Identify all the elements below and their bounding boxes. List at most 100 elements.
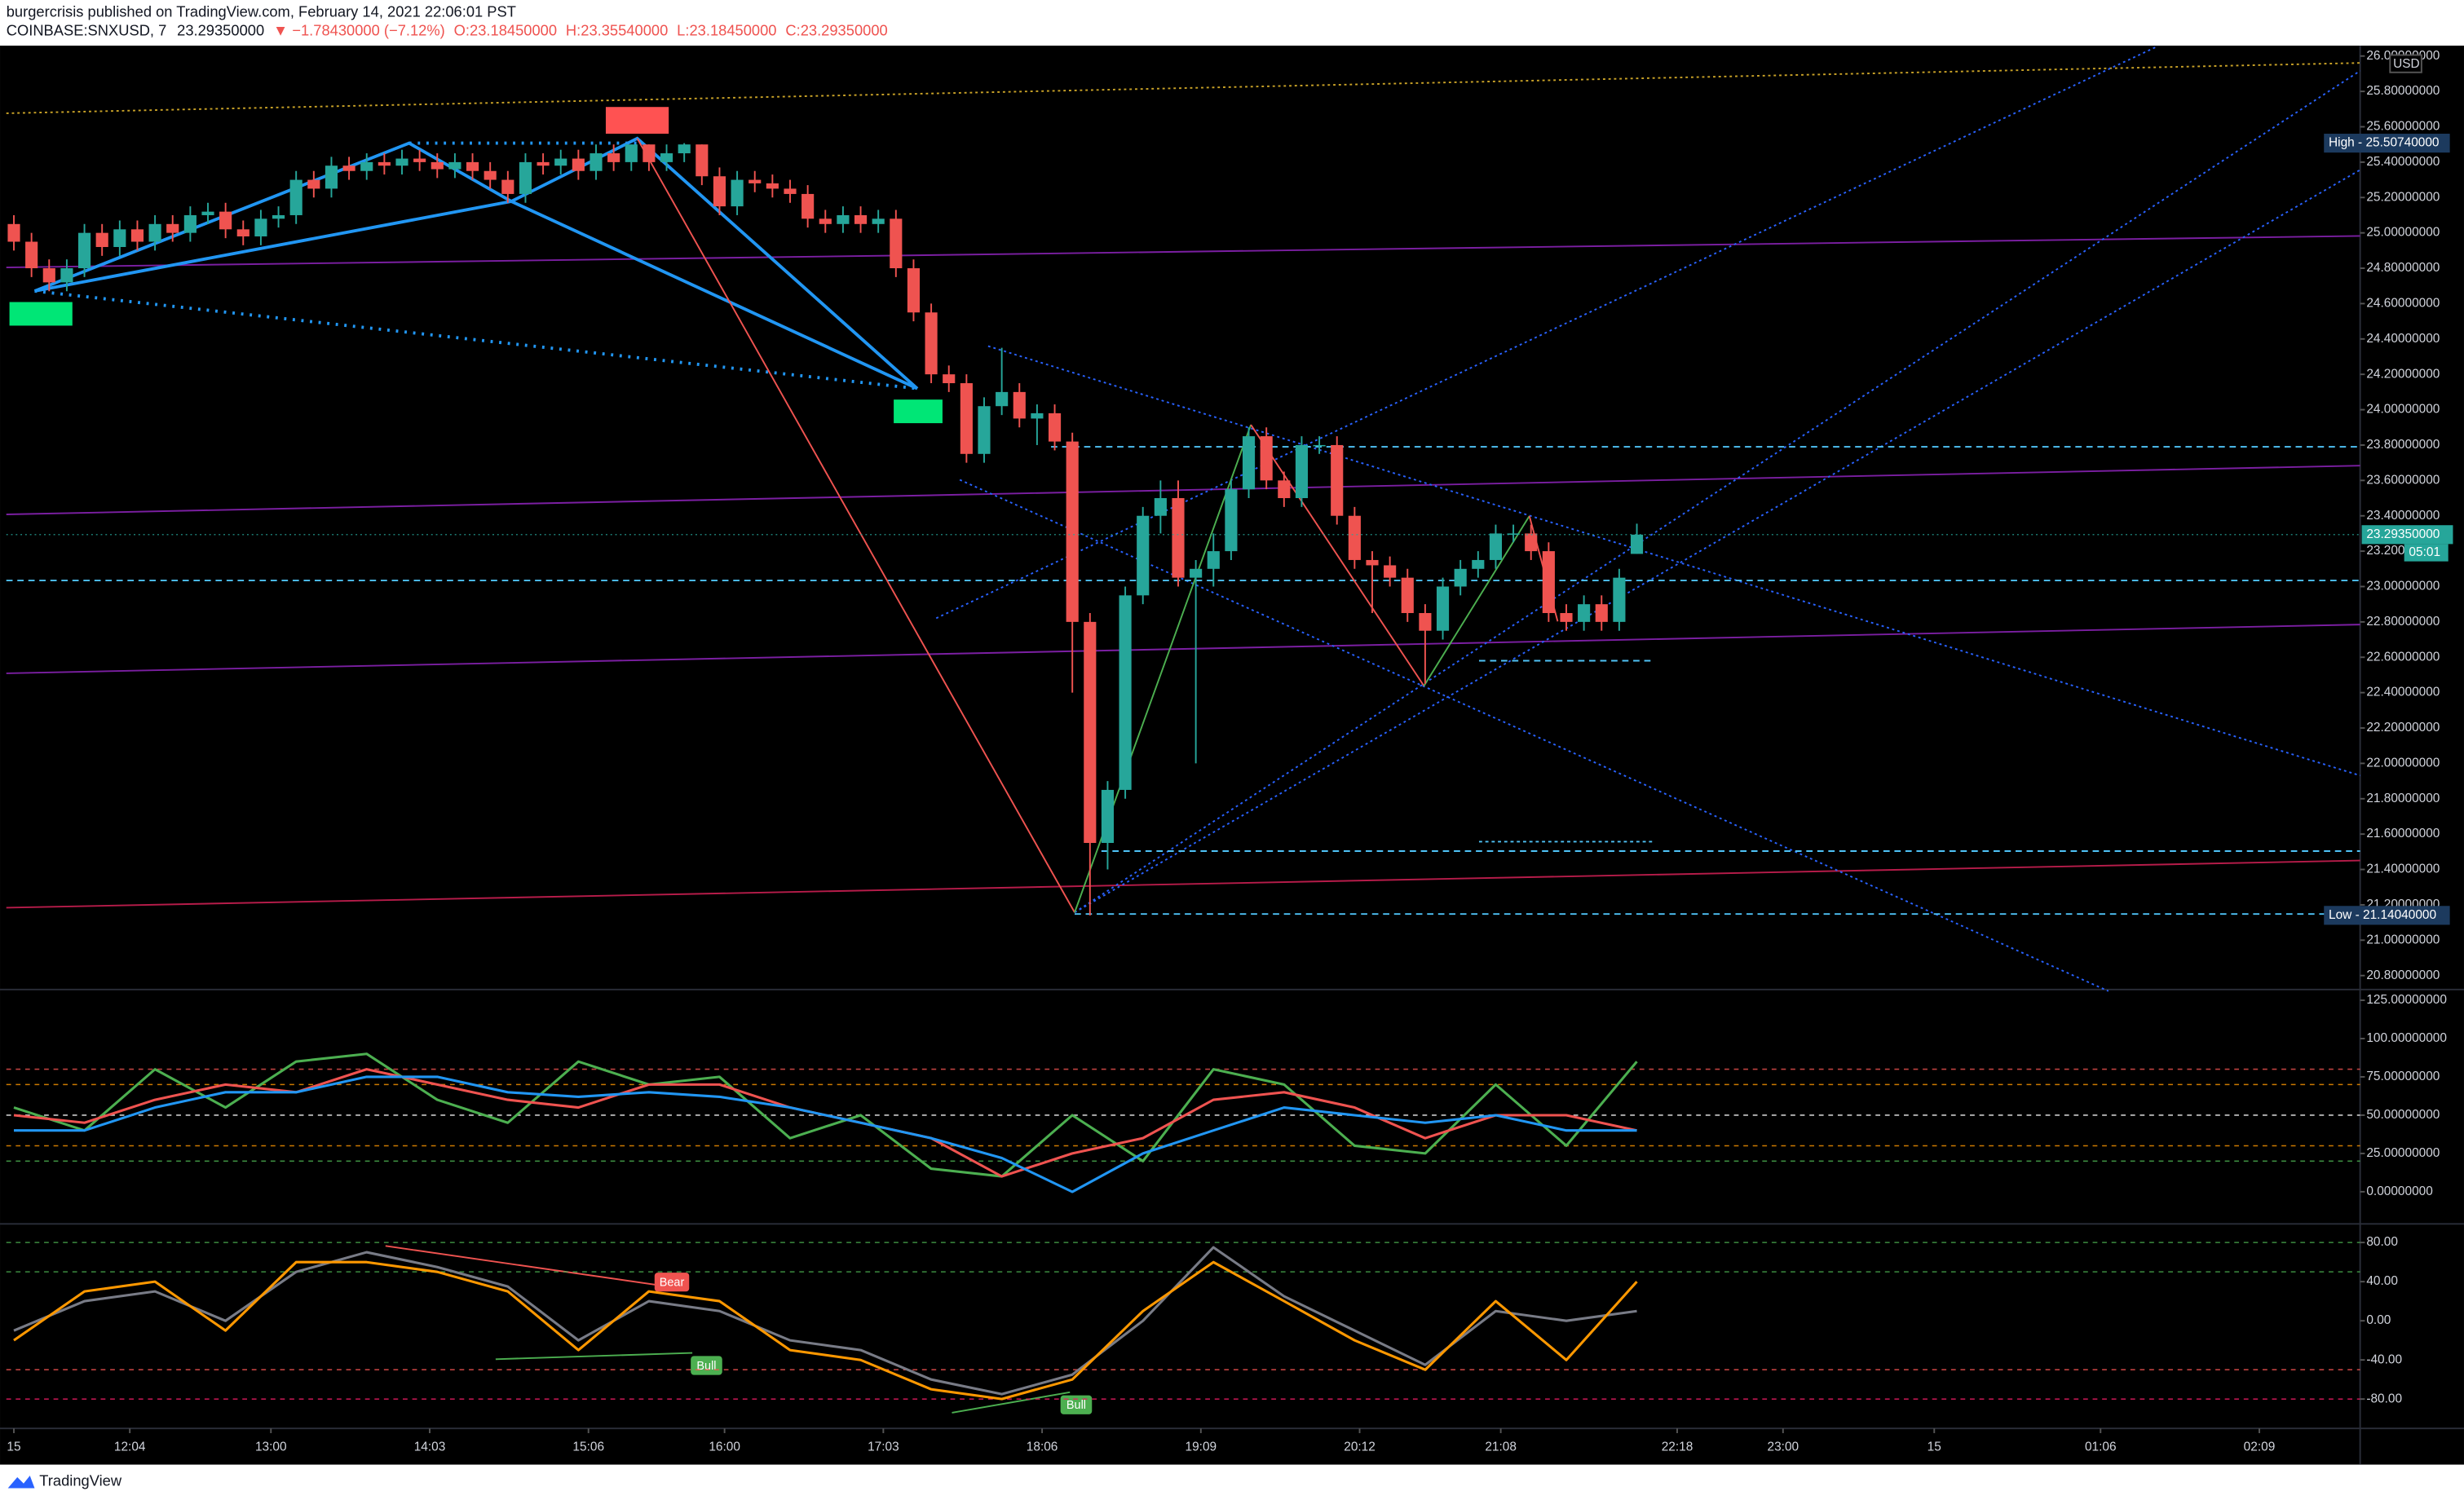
y-tick-label: -80.00 <box>2366 1392 2402 1405</box>
y-tick-label: 24.80000000 <box>2366 261 2440 275</box>
candle-body <box>1225 489 1238 552</box>
y-tick-label: 125.00000000 <box>2366 993 2447 1007</box>
candle-body <box>1260 436 1273 481</box>
x-tick-label: 16:00 <box>709 1440 740 1454</box>
candle-body <box>1384 565 1397 578</box>
candle-body <box>431 161 444 170</box>
y-tick-label: 21.60000000 <box>2366 827 2440 840</box>
candle-body <box>978 406 991 454</box>
x-tick-label: 15 <box>7 1440 20 1454</box>
y-tick-label: 23.00000000 <box>2366 580 2440 593</box>
y-tick-label: 24.20000000 <box>2366 367 2440 381</box>
candle-body <box>272 214 285 219</box>
candle-body <box>201 211 214 215</box>
y-tick-label: 75.00000000 <box>2366 1070 2440 1083</box>
chart-bg <box>0 45 2464 1465</box>
candle-body <box>1084 621 1097 844</box>
channel-line <box>935 46 2157 620</box>
candle-body <box>130 229 144 242</box>
y-tick-label: 100.00000000 <box>2366 1031 2447 1045</box>
x-tick-label: 18:06 <box>1027 1440 1058 1454</box>
harmonic-pattern <box>34 199 918 390</box>
candle-body <box>413 158 426 162</box>
divergence-line <box>952 1391 1071 1414</box>
x-tick-label: 21:08 <box>1485 1440 1517 1454</box>
marker-box <box>605 107 669 135</box>
publisher-line: burgercrisis published on TradingView.co… <box>7 2 516 20</box>
candle-body <box>854 214 868 224</box>
candle-body <box>801 193 815 219</box>
candle-body <box>166 223 179 233</box>
close: C:23.29350000 <box>785 21 887 38</box>
candle-body <box>25 241 38 269</box>
candle-body <box>766 183 779 189</box>
candle-body <box>1348 515 1361 560</box>
y-tick-label: 0.00000000 <box>2366 1185 2432 1198</box>
low-box <box>2324 906 2450 925</box>
currency-box <box>2389 54 2422 73</box>
candle-body <box>784 188 797 194</box>
candle-body <box>60 268 73 283</box>
y-tick-label: 23.60000000 <box>2366 473 2440 487</box>
y-tick-label: 21.40000000 <box>2366 862 2440 876</box>
candle-body <box>1401 577 1414 614</box>
harmonic-dotted <box>34 289 918 390</box>
candle-body <box>572 158 585 171</box>
candle-body <box>1048 412 1062 442</box>
symbol-line: COINBASE:SNXUSD, 7 23.29350000 ▼ −1.7843… <box>7 21 888 38</box>
divergence-line <box>385 1245 671 1288</box>
candle-body <box>1242 436 1256 490</box>
y-tick-label: 25.00000000 <box>2366 1146 2440 1160</box>
candle-body <box>95 232 108 248</box>
x-tick-label: 02:09 <box>2244 1440 2276 1454</box>
leg <box>1423 515 1530 686</box>
channel-line <box>959 479 2109 992</box>
y-tick-label: 21.80000000 <box>2366 792 2440 805</box>
candle-body <box>554 158 567 166</box>
candle-body <box>342 165 355 171</box>
candle-body <box>1542 551 1555 614</box>
candle-body <box>1278 480 1291 499</box>
indicator-line <box>13 1260 1638 1401</box>
bear-badge <box>654 1273 690 1292</box>
candle-body <box>1595 604 1608 622</box>
y-tick-label: 22.60000000 <box>2366 650 2440 664</box>
y-tick-label: 24.00000000 <box>2366 403 2440 417</box>
currency: USD <box>2393 57 2420 71</box>
open: O:23.18450000 <box>454 21 557 38</box>
x-tick-label: 12:04 <box>114 1440 146 1454</box>
y-tick-label: 24.60000000 <box>2366 296 2440 310</box>
candle-body <box>590 153 603 171</box>
candle-body <box>996 391 1009 407</box>
bull-badge <box>1060 1395 1093 1414</box>
leg <box>636 138 1075 913</box>
y-tick-label: 22.80000000 <box>2366 615 2440 629</box>
indicator-line <box>13 1246 1637 1396</box>
indicator-line <box>14 1075 1637 1193</box>
y-tick-label: 25.60000000 <box>2366 120 2440 134</box>
candle-body <box>77 232 91 269</box>
candle-body <box>148 223 161 242</box>
candle-body <box>1031 412 1044 419</box>
x-tick-label: 15:06 <box>572 1440 604 1454</box>
candle-body <box>660 153 673 162</box>
candle-body <box>378 161 391 166</box>
candle-body <box>1331 444 1344 516</box>
candle-body <box>1172 498 1185 578</box>
candle-body <box>183 214 197 233</box>
candle-body <box>625 144 638 162</box>
candle-body <box>607 153 620 162</box>
divergence-line <box>495 1352 693 1361</box>
candle-body <box>1613 577 1626 622</box>
trend-line <box>6 62 2360 114</box>
candle-body <box>872 218 885 224</box>
x-tick-label: 17:03 <box>868 1440 899 1454</box>
y-tick-label: -40.00 <box>2366 1352 2402 1366</box>
candle-body <box>448 161 461 170</box>
change: ▼ −1.78430000 (−7.12%) <box>273 21 445 38</box>
x-tick-label: 15 <box>1927 1440 1941 1454</box>
candle-body <box>1207 551 1220 569</box>
candle-body <box>1436 586 1450 631</box>
candle-body <box>837 214 850 224</box>
